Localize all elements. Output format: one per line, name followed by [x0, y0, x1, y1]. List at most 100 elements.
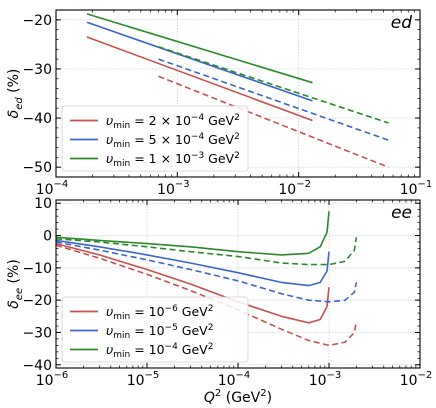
tick-label-y: −20 — [22, 13, 52, 29]
legend-exp: −5 — [165, 323, 178, 333]
legend-exp: −4 — [191, 132, 205, 142]
legend-sub: min — [113, 140, 130, 150]
legend-unit: GeV — [204, 132, 234, 147]
tick-label-x: 10−6 — [36, 370, 69, 389]
x-axis-label: Q2 (GeV2) — [204, 388, 272, 406]
legend-unit: GeV — [204, 113, 234, 128]
panel-label: ed — [391, 13, 412, 33]
legend-entry: υmin = 1 × 10−3 GeV2 — [106, 151, 240, 169]
y-label-symbol: δ — [6, 300, 22, 309]
y-axis-label: δee (%) — [6, 259, 25, 309]
y-axis-label: δed (%) — [6, 69, 25, 119]
tick-label-base: 10 — [309, 373, 327, 389]
legend-exp: −6 — [165, 304, 179, 314]
plot-frame — [55, 9, 421, 178]
tick-label-y: 0 — [43, 229, 52, 245]
legend-unit: GeV — [178, 323, 208, 338]
tick-label-base: 10 — [36, 373, 54, 389]
tick-label-x: 10−3 — [157, 179, 190, 198]
tick-label-exp: −1 — [418, 179, 433, 190]
legend-sub: min — [113, 331, 130, 341]
x-label-close: ) — [267, 390, 272, 406]
y-label-sub: ed — [14, 97, 25, 110]
tick-label-x: 10−4 — [218, 370, 251, 389]
legend-box — [61, 296, 249, 363]
x-label-symbol: Q — [204, 390, 215, 406]
legend-exp: −4 — [191, 113, 205, 123]
tick-label-base: 10 — [157, 182, 175, 198]
tick-label-exp: −5 — [145, 370, 160, 381]
legend-unit: GeV — [204, 151, 234, 166]
tick-label-base: 10 — [400, 182, 418, 198]
legend-symbol: υ — [106, 151, 113, 166]
tick-label-y: −30 — [22, 62, 52, 78]
tick-label-exp: −3 — [327, 370, 342, 381]
panel-ee: 10−6 10−5 10−4 10−3 10−2100−10−20−30−40eeδee… — [6, 196, 432, 406]
series-line-dashed — [158, 75, 389, 168]
legend-sub: min — [113, 121, 130, 131]
legend-value: = 10 — [130, 304, 164, 319]
tick-label-exp: −2 — [296, 179, 311, 190]
tick-label-y: −30 — [22, 325, 52, 341]
series-line-dashed — [56, 241, 358, 303]
legend-unit-exp: 2 — [234, 151, 240, 161]
tick-label-exp: −3 — [175, 179, 190, 190]
legend-value: = 10 — [130, 342, 164, 357]
legend-exp: −4 — [165, 342, 179, 352]
tick-label-exp: −4 — [236, 370, 251, 381]
series-line-solid — [56, 239, 330, 287]
legend-symbol: υ — [106, 304, 113, 319]
legend-entry: υmin = 10−5 GeV2 — [106, 323, 213, 341]
legend-box — [61, 105, 249, 172]
series-line-solid — [56, 211, 330, 256]
tick-label-base: 10 — [127, 373, 145, 389]
tick-label-exp: −6 — [54, 370, 69, 381]
legend-unit-exp: 2 — [208, 342, 214, 352]
legend-value: = 2 × 10 — [130, 113, 191, 128]
legend-entry: υmin = 10−6 GeV2 — [106, 304, 213, 322]
legend-value: = 10 — [130, 323, 164, 338]
tick-label-y: −40 — [22, 111, 52, 127]
legend-unit: GeV — [178, 304, 208, 319]
y-label-unit: (%) — [6, 259, 22, 288]
tick-label-base: 10 — [278, 182, 296, 198]
x-label-exp: 2 — [215, 388, 221, 399]
legend-unit-exp: 2 — [208, 323, 214, 333]
series-line-dashed — [158, 46, 389, 124]
series-line-solid — [86, 13, 313, 84]
y-label-symbol: δ — [6, 110, 22, 119]
legend-exp: −3 — [191, 151, 204, 161]
series-line-dashed — [56, 237, 358, 266]
tick-label-x: 10−1 — [400, 179, 433, 198]
legend-symbol: υ — [106, 323, 113, 338]
legend-symbol: υ — [106, 132, 113, 147]
tick-label-base: 10 — [400, 373, 418, 389]
legend-value: = 5 × 10 — [130, 132, 191, 147]
tick-label-base: 10 — [36, 182, 54, 198]
legend-unit-exp: 2 — [234, 132, 240, 142]
tick-label-x: 10−2 — [400, 370, 433, 389]
tick-label-exp: −2 — [418, 370, 433, 381]
plot-frame — [55, 199, 421, 369]
series-line-dashed — [158, 58, 389, 141]
tick-label-y: −50 — [22, 160, 52, 176]
tick-label-y: −20 — [22, 293, 52, 309]
series-line-solid — [86, 36, 313, 122]
tick-label-exp: −4 — [54, 179, 69, 190]
series-line-solid — [56, 242, 330, 324]
tick-label-x: 10−4 — [36, 179, 69, 198]
tick-label-y: 10 — [34, 196, 52, 212]
tick-label-x: 10−2 — [278, 179, 311, 198]
legend-entry: υmin = 2 × 10−4 GeV2 — [106, 113, 240, 131]
legend-sub: min — [113, 312, 130, 322]
x-label-unit: (GeV — [221, 390, 260, 406]
y-label-unit: (%) — [6, 69, 22, 98]
tick-label-y: −40 — [22, 358, 52, 374]
x-label-unit-exp: 2 — [260, 388, 266, 399]
legend-unit-exp: 2 — [234, 113, 240, 123]
panel-label: ee — [391, 203, 412, 223]
